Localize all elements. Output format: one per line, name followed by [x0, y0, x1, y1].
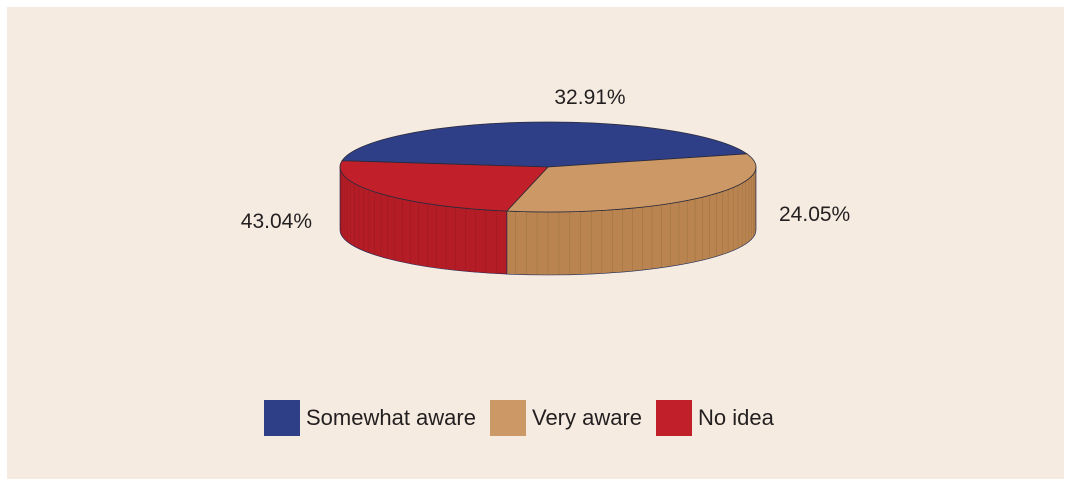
legend-swatch-somewhat-aware — [264, 400, 300, 436]
legend: Somewhat aware Very aware No idea — [264, 400, 788, 436]
pie-slice-somewhat-aware — [341, 121, 749, 168]
pie-labels: 43.04% 32.91% 24.05% — [241, 86, 850, 233]
legend-label-very-aware: Very aware — [531, 405, 643, 430]
legend-item-somewhat-aware: Somewhat aware — [264, 400, 476, 436]
pie-tops — [339, 121, 757, 213]
legend-swatch-very-aware — [489, 400, 526, 436]
legend-label-no-idea: No idea — [698, 405, 774, 430]
legend-swatch-no-idea — [656, 400, 693, 436]
slice-label-somewhat-aware: 43.04% — [241, 210, 312, 233]
pie-sides — [339, 166, 757, 276]
slice-label-very-aware: 32.91% — [554, 86, 625, 109]
slice-label-no-idea: 24.05% — [779, 203, 850, 226]
pie-slice-no-idea — [339, 160, 549, 212]
legend-item-no-idea: No idea — [656, 400, 774, 436]
legend-label-somewhat-aware: Somewhat aware — [306, 405, 476, 430]
pie-slice-very-aware — [505, 153, 757, 213]
legend-item-very-aware: Very aware — [489, 400, 643, 436]
